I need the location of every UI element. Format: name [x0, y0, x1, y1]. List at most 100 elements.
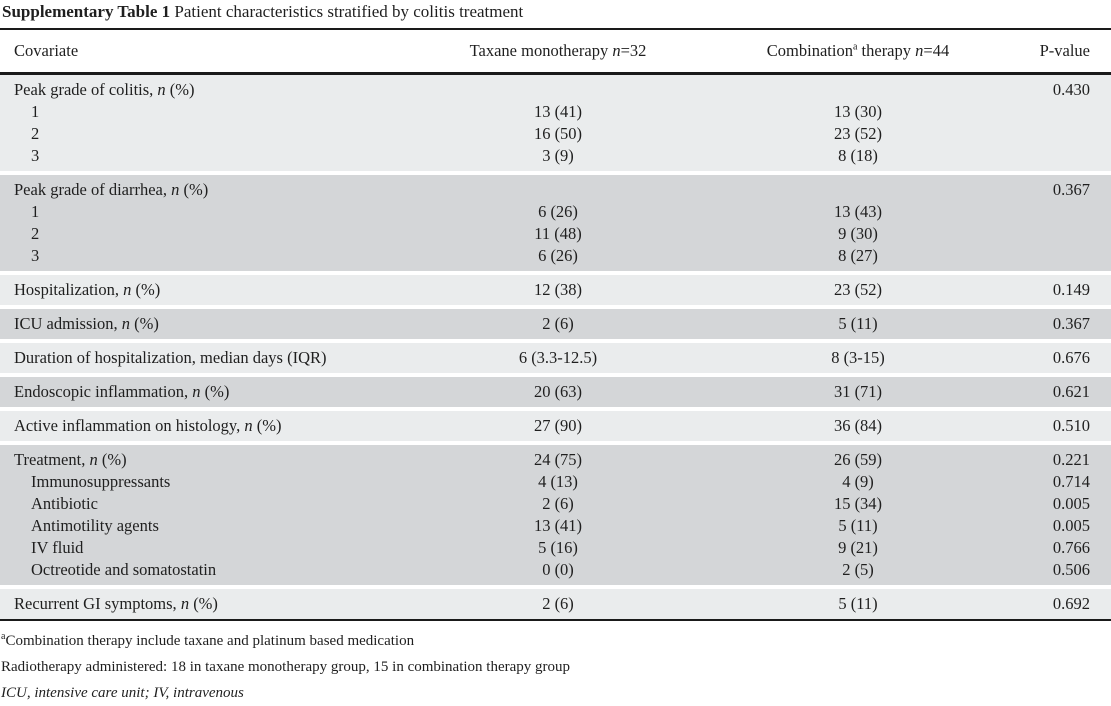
combination-value-cell: 13 (43)	[833, 202, 883, 221]
table-row: Octreotide and somatostatin 0 (0) 2 (5) 0.5…	[0, 559, 1111, 581]
combination-value-cell: 8 (3-15)	[831, 348, 885, 367]
combination-value-cell: 26 (59)	[833, 450, 883, 469]
row-group: Recurrent GI symptoms, n (%) 2 (6) 5 (11) 0…	[0, 589, 1111, 619]
table-row: ICU admission, n (%) 2 (6) 5 (11) 0.367	[0, 313, 1111, 335]
pvalue-cell: 0.766	[1052, 538, 1090, 557]
pvalue-cell: 0.005	[1052, 516, 1090, 535]
table-title-text: Patient characteristics stratified by co…	[170, 2, 524, 21]
pvalue-cell: 0.506	[1052, 560, 1090, 579]
pvalue-cell: 0.510	[1052, 416, 1090, 435]
combination-value-cell: 5 (11)	[838, 516, 878, 535]
covariate-cell: Hospitalization, n (%)	[14, 280, 161, 299]
taxane-value-cell: 11 (48)	[534, 224, 582, 243]
taxane-value-cell: 6 (3.3-12.5)	[518, 348, 598, 367]
covariate-cell: Active inflammation on histology, n (%)	[14, 416, 282, 435]
taxane-value-cell	[408, 179, 708, 201]
pvalue-cell	[1008, 223, 1111, 245]
taxane-value-cell: 20 (63)	[533, 382, 583, 401]
taxane-value-cell: 27 (90)	[533, 416, 583, 435]
combination-value-cell: 8 (27)	[838, 246, 878, 265]
pvalue-cell: 0.005	[1052, 494, 1090, 513]
covariate-cell: IV fluid	[31, 538, 84, 557]
table-row: Antibiotic 2 (6) 15 (34) 0.005	[0, 493, 1111, 515]
covariate-cell: Duration of hospitalization, median days…	[14, 348, 327, 367]
covariate-cell: Immunosuppressants	[31, 472, 171, 491]
combination-value-cell: 9 (21)	[838, 538, 878, 557]
table-row: Immunosuppressants 4 (13) 4 (9) 0.714	[0, 471, 1111, 493]
covariate-cell: Peak grade of colitis, n (%)	[14, 80, 195, 99]
table-row: IV fluid 5 (16) 9 (21) 0.766	[0, 537, 1111, 559]
pvalue-cell	[1008, 145, 1111, 167]
table-row: Endoscopic inflammation, n (%) 20 (63) 31 …	[0, 381, 1111, 403]
pvalue-cell: 0.221	[1052, 450, 1090, 469]
combination-value-cell: 4 (9)	[842, 472, 874, 491]
combination-value-cell	[708, 79, 1008, 101]
table-row: Treatment, n (%) 24 (75) 26 (59) 0.221	[0, 449, 1111, 471]
pvalue-cell: 0.367	[1052, 314, 1090, 333]
table-body: Peak grade of colitis, n (%) 0.430 1 13 (41…	[0, 75, 1111, 621]
covariate-cell: Treatment, n (%)	[14, 450, 127, 469]
covariate-cell: Endoscopic inflammation, n (%)	[14, 382, 230, 401]
row-group: Peak grade of colitis, n (%) 0.430 1 13 (41…	[0, 75, 1111, 171]
table-row: Recurrent GI symptoms, n (%) 2 (6) 5 (11) 0…	[0, 593, 1111, 615]
covariate-cell: 3	[31, 246, 40, 265]
covariate-cell: 1	[31, 202, 40, 221]
combination-value-cell	[708, 179, 1008, 201]
taxane-value-cell: 5 (16)	[538, 538, 578, 557]
footnotes: aCombination therapy include taxane and …	[0, 621, 1111, 702]
row-group: Peak grade of diarrhea, n (%) 0.367 1 6 (26…	[0, 175, 1111, 271]
pvalue-cell: 0.367	[1052, 180, 1090, 199]
table-row: 3 6 (26) 8 (27)	[0, 245, 1111, 267]
pvalue-cell	[1008, 201, 1111, 223]
table-title-number: Supplementary Table 1	[2, 2, 171, 21]
pvalue-cell	[1008, 101, 1111, 123]
combination-value-cell: 5 (11)	[838, 314, 878, 333]
table-row: 1 6 (26) 13 (43)	[0, 201, 1111, 223]
combination-value-cell: 31 (71)	[833, 382, 883, 401]
table-row: 1 13 (41) 13 (30)	[0, 101, 1111, 123]
taxane-value-cell: 2 (6)	[542, 494, 574, 513]
taxane-value-cell: 2 (6)	[542, 314, 574, 333]
combination-value-cell: 9 (30)	[838, 224, 878, 243]
row-group: Treatment, n (%) 24 (75) 26 (59) 0.221 Immun…	[0, 445, 1111, 585]
covariate-cell: 3	[31, 146, 40, 165]
table-row: Active inflammation on histology, n (%) 2…	[0, 415, 1111, 437]
table-row: 2 16 (50) 23 (52)	[0, 123, 1111, 145]
row-group: Active inflammation on histology, n (%) 2…	[0, 411, 1111, 441]
pvalue-cell: 0.676	[1052, 348, 1090, 367]
combination-value-cell: 23 (52)	[833, 124, 883, 143]
row-group: Duration of hospitalization, median days…	[0, 343, 1111, 373]
pvalue-cell: 0.621	[1052, 382, 1090, 401]
table-row: Hospitalization, n (%) 12 (38) 23 (52) 0.14…	[0, 279, 1111, 301]
footnote: aCombination therapy include taxane and …	[1, 631, 415, 650]
taxane-value-cell: 0 (0)	[542, 560, 574, 579]
table-row: Peak grade of colitis, n (%) 0.430	[0, 79, 1111, 101]
pvalue-cell: 0.149	[1052, 280, 1090, 299]
combination-value-cell: 36 (84)	[833, 416, 883, 435]
taxane-value-cell: 13 (41)	[533, 102, 583, 121]
table-title: Supplementary Table 1 Patient characteri…	[0, 2, 1111, 28]
taxane-value-cell: 6 (26)	[538, 246, 578, 265]
column-header-covariate: Covariate	[14, 41, 79, 60]
covariate-cell: ICU admission, n (%)	[14, 314, 159, 333]
combination-value-cell: 15 (34)	[833, 494, 883, 513]
table-row: Antimotility agents 13 (41) 5 (11) 0.005	[0, 515, 1111, 537]
covariate-cell: Recurrent GI symptoms, n (%)	[14, 594, 218, 613]
taxane-value-cell: 6 (26)	[538, 202, 578, 221]
taxane-value-cell: 24 (75)	[533, 450, 583, 469]
pvalue-cell: 0.714	[1052, 472, 1090, 491]
row-group: Endoscopic inflammation, n (%) 20 (63) 31 …	[0, 377, 1111, 407]
taxane-value-cell: 12 (38)	[533, 280, 583, 299]
combination-value-cell: 13 (30)	[833, 102, 883, 121]
covariate-cell: Antibiotic	[31, 494, 98, 513]
covariate-cell: 2	[31, 224, 40, 243]
row-group: ICU admission, n (%) 2 (6) 5 (11) 0.367	[0, 309, 1111, 339]
table-row: 3 3 (9) 8 (18)	[0, 145, 1111, 167]
table-header-row: Covariate Taxane monotherapy n=32 Combinat…	[0, 28, 1111, 75]
combination-value-cell: 8 (18)	[838, 146, 878, 165]
table-row: Peak grade of diarrhea, n (%) 0.367	[0, 179, 1111, 201]
table-row: Duration of hospitalization, median days…	[0, 347, 1111, 369]
pvalue-cell	[1008, 123, 1111, 145]
pvalue-cell	[1008, 245, 1111, 267]
